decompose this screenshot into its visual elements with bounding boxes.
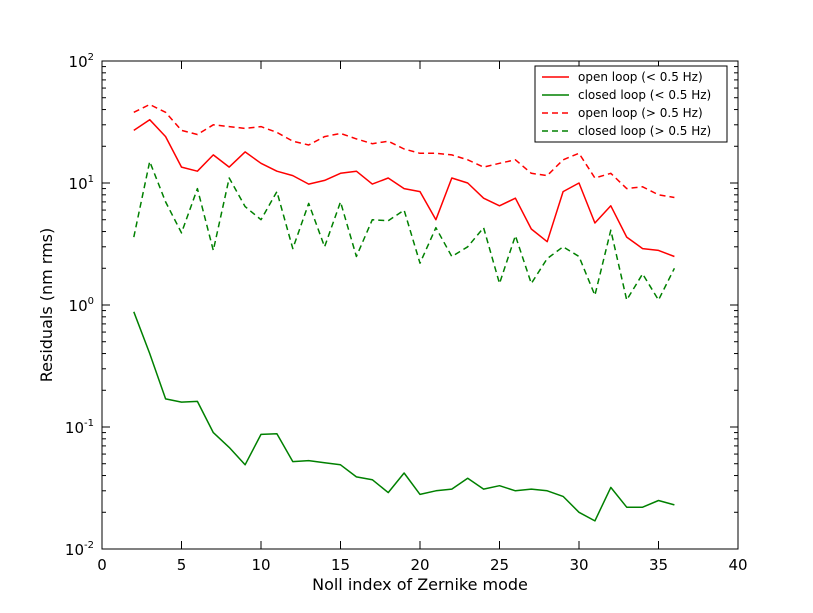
- series-line-4: [133, 160, 676, 301]
- legend-label: closed loop (> 0.5 Hz): [578, 124, 711, 138]
- y-tick-label: 10-2: [65, 540, 94, 559]
- series-layer: [133, 103, 676, 522]
- ticks-layer: [102, 61, 738, 549]
- plot-frame: [101, 60, 739, 550]
- x-tick-label: 20: [410, 556, 429, 574]
- x-tick-label: 15: [331, 556, 350, 574]
- y-tick-labels: 10-2 10-1 100 101 102: [65, 52, 94, 559]
- legend: open loop (< 0.5 Hz) closed loop (< 0.5 H…: [534, 65, 728, 143]
- legend-label: open loop (> 0.5 Hz): [578, 106, 703, 120]
- x-tick-label: 0: [97, 556, 107, 574]
- y-tick-label: 10-1: [65, 418, 94, 437]
- x-axis-label: Noll index of Zernike mode: [312, 575, 528, 594]
- x-tick-labels: 0 5 10 15 20 25 30 35 40: [97, 556, 747, 574]
- y-tick-label: 101: [69, 174, 94, 193]
- y-tick-label: 102: [69, 52, 94, 71]
- legend-label: open loop (< 0.5 Hz): [578, 70, 703, 84]
- x-tick-label: 35: [649, 556, 668, 574]
- legend-box: [534, 65, 728, 143]
- series-line-2: [133, 311, 675, 522]
- y-tick-label: 100: [69, 296, 94, 315]
- series-line-1: [133, 118, 675, 258]
- x-tick-label: 30: [569, 556, 588, 574]
- series-line-3: [133, 103, 675, 199]
- x-tick-label: 40: [728, 556, 747, 574]
- y-axis-label: Residuals (nm rms): [37, 228, 56, 383]
- x-tick-label: 5: [177, 556, 187, 574]
- x-tick-label: 10: [251, 556, 270, 574]
- x-tick-label: 25: [490, 556, 509, 574]
- legend-label: closed loop (< 0.5 Hz): [578, 88, 711, 102]
